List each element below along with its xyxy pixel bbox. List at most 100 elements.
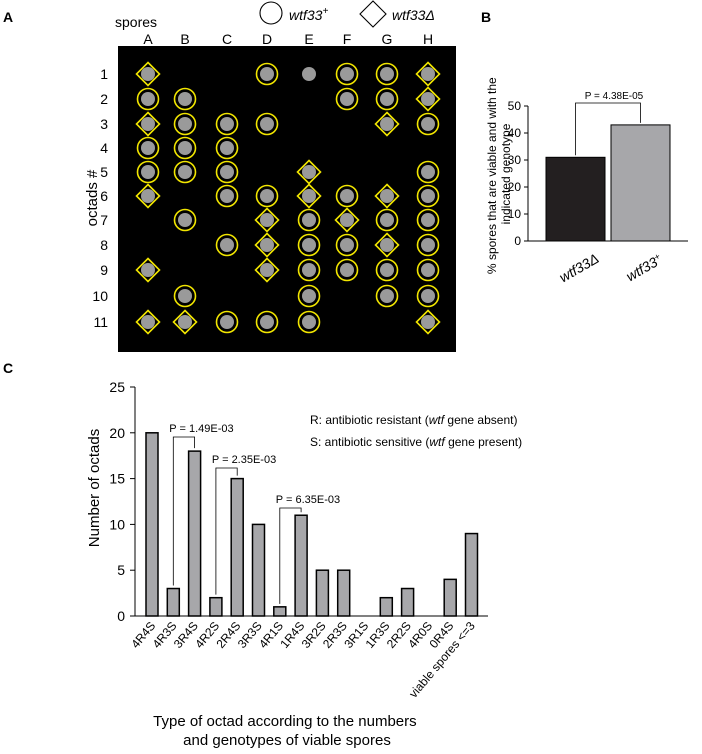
wtf33-delta-diamond-marker bbox=[415, 86, 441, 112]
spore-column-A: A bbox=[143, 31, 153, 47]
legend-wtf33-delta: wtf33Δ bbox=[392, 7, 435, 23]
colony-E1 bbox=[302, 67, 316, 81]
colony-D9 bbox=[254, 257, 280, 283]
colony-spot bbox=[421, 238, 435, 252]
colony-spot bbox=[302, 289, 316, 303]
b-y-tick-label: 30 bbox=[508, 153, 522, 167]
wtf33-delta-diamond-marker bbox=[254, 207, 280, 233]
colony-spot bbox=[302, 213, 316, 227]
c-bar-4R1S bbox=[273, 606, 287, 617]
colony-E10 bbox=[297, 284, 321, 308]
b-x-tick-label: wtf33+ bbox=[623, 251, 665, 284]
wtf33-plus-circle-marker bbox=[173, 112, 197, 136]
colony-G10 bbox=[375, 284, 399, 308]
colony-G7 bbox=[375, 208, 399, 232]
wtf33-delta-diamond-marker bbox=[254, 232, 280, 258]
wtf33-plus-circle-marker bbox=[297, 284, 321, 308]
octad-row-4: 4 bbox=[100, 140, 108, 156]
wtf33-delta-diamond-marker bbox=[374, 232, 400, 258]
spore-column-H: H bbox=[423, 31, 433, 47]
wtf33-plus-circle-marker bbox=[416, 112, 440, 136]
colony-spot bbox=[302, 165, 316, 179]
colony-F7 bbox=[334, 207, 360, 233]
c-p-value-label: P = 1.49E-03 bbox=[169, 423, 233, 435]
c-bracket-line bbox=[215, 467, 238, 595]
wtf33-plus-circle-marker bbox=[416, 233, 440, 257]
colony-C11 bbox=[215, 310, 239, 334]
colony-spot bbox=[340, 189, 354, 203]
colony-spot bbox=[340, 67, 354, 81]
c-bracket-line bbox=[172, 436, 195, 586]
b-y-tick-label: 40 bbox=[508, 126, 522, 140]
spore-column-D: D bbox=[262, 31, 272, 47]
colony-A3 bbox=[135, 111, 161, 137]
colony-E11 bbox=[297, 310, 321, 334]
colony-spot bbox=[178, 315, 192, 329]
colony-A2 bbox=[136, 87, 160, 111]
wtf33-delta-diamond-marker bbox=[334, 207, 360, 233]
colony-spot bbox=[380, 67, 394, 81]
colony-B2 bbox=[173, 87, 197, 111]
wtf33-plus-circle-marker bbox=[255, 310, 279, 334]
c-y-tick-label: 20 bbox=[109, 425, 125, 441]
colony-B7 bbox=[173, 208, 197, 232]
c-p-value-label: P = 6.35E-03 bbox=[276, 494, 340, 506]
colony-spot bbox=[380, 189, 394, 203]
b-p-value-bracket: P = 4.38E-05 bbox=[575, 91, 644, 156]
legend-wtf33-plus: wtf33+ bbox=[289, 6, 328, 23]
b-bracket-line bbox=[575, 102, 641, 156]
tetrad-plate-image bbox=[118, 46, 456, 352]
colony-C4 bbox=[215, 136, 239, 160]
colony-spot bbox=[380, 263, 394, 277]
b-y-label-line1: % spores that are viable and with the bbox=[485, 77, 499, 274]
wtf33-plus-circle-marker bbox=[173, 208, 197, 232]
colony-C6 bbox=[215, 184, 239, 208]
c-p-value-brackets: P = 1.49E-03 P = 2.35E-03 P = 6.35E-03 bbox=[169, 423, 340, 604]
spore-column-G: G bbox=[382, 31, 393, 47]
colony-spot bbox=[421, 67, 435, 81]
colony-D1 bbox=[255, 62, 279, 86]
wtf33-plus-circle-marker bbox=[335, 62, 359, 86]
wtf33-plus-circle-marker bbox=[335, 87, 359, 111]
wtf33-plus-circle-marker bbox=[173, 284, 197, 308]
colony-D3 bbox=[255, 112, 279, 136]
c-bar-3R2S bbox=[315, 569, 330, 617]
octad-row-8: 8 bbox=[100, 237, 108, 253]
colony-H9 bbox=[416, 258, 440, 282]
c-x-label-line1: Type of octad according to the numbers bbox=[153, 713, 417, 730]
colony-D8 bbox=[254, 232, 280, 258]
colony-spot bbox=[260, 189, 274, 203]
colony-spot bbox=[302, 315, 316, 329]
colony-B5 bbox=[173, 160, 197, 184]
colony-spot bbox=[380, 117, 394, 131]
wtf33-plus-circle-marker bbox=[255, 184, 279, 208]
wtf33-plus-circle-marker bbox=[335, 233, 359, 257]
c-x-label-line2: and genotypes of viable spores bbox=[183, 732, 391, 749]
colony-H7 bbox=[416, 208, 440, 232]
panel-b-letter: B bbox=[481, 9, 491, 25]
colony-B10 bbox=[173, 284, 197, 308]
colony-spot bbox=[178, 289, 192, 303]
colony-D11 bbox=[255, 310, 279, 334]
colony-B3 bbox=[173, 112, 197, 136]
colony-H5 bbox=[416, 160, 440, 184]
spore-column-letters: A B C D E F G H bbox=[143, 31, 433, 47]
colony-H6 bbox=[416, 184, 440, 208]
wtf33-plus-circle-marker bbox=[173, 136, 197, 160]
wtf33-plus-circle-marker bbox=[375, 258, 399, 282]
b-x-tick-label: wtf33Δ bbox=[556, 250, 601, 285]
wtf33-plus-circle-marker bbox=[297, 310, 321, 334]
c-y-tick-label: 15 bbox=[109, 471, 125, 487]
colony-spot bbox=[260, 238, 274, 252]
wtf33-plus-circle-marker bbox=[297, 258, 321, 282]
colony-G8 bbox=[374, 232, 400, 258]
colony-E6 bbox=[296, 183, 322, 209]
wtf33-plus-circle-marker bbox=[255, 112, 279, 136]
colony-spot bbox=[178, 141, 192, 155]
c-legend: R: antibiotic resistant (wtf gene absent… bbox=[310, 413, 522, 449]
wtf33-plus-circle-marker bbox=[215, 112, 239, 136]
c-y-axis-label: Number of octads bbox=[86, 429, 103, 547]
colony-spot bbox=[380, 213, 394, 227]
colony-spot bbox=[141, 189, 155, 203]
wtf33-plus-circle-marker bbox=[136, 136, 160, 160]
